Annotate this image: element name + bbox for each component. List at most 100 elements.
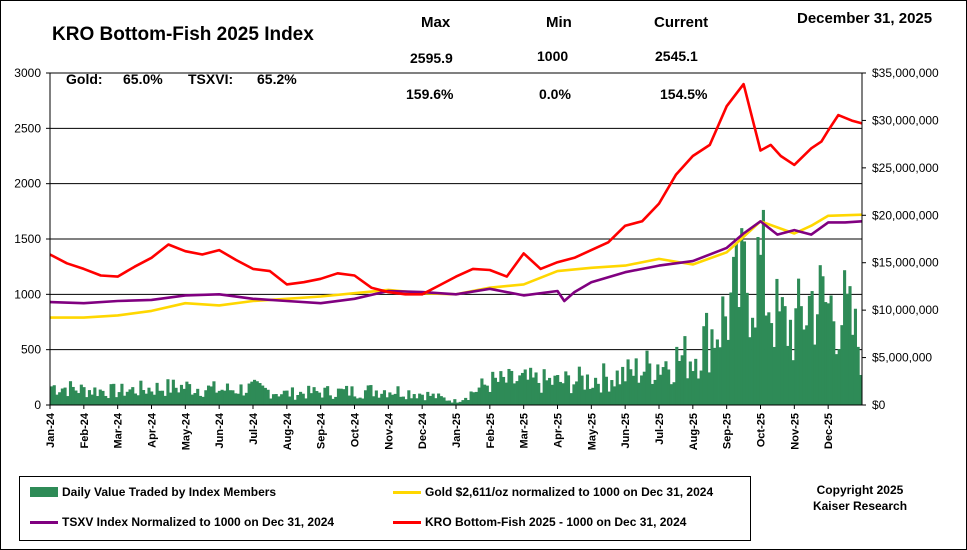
volume-bar <box>778 311 782 405</box>
volume-bar <box>182 388 186 405</box>
volume-bar <box>355 398 359 405</box>
max-value: 2595.9 <box>410 50 453 66</box>
x-tick-label: Aug-24 <box>282 412 294 450</box>
volume-bar <box>648 363 652 405</box>
volume-bar <box>713 347 717 405</box>
x-tick-label: Sep-25 <box>722 413 734 449</box>
volume-bar <box>104 395 108 405</box>
current-value: 2545.1 <box>655 48 698 64</box>
x-tick-label: Nov-25 <box>789 413 801 450</box>
volume-bar <box>464 397 468 405</box>
x-tick-label: Oct-24 <box>350 412 362 447</box>
volume-bar <box>456 402 460 405</box>
volume-bar <box>767 312 771 405</box>
volume-bar <box>507 368 511 405</box>
volume-bar <box>71 386 75 405</box>
volume-bar <box>780 297 784 405</box>
volume-bar <box>542 369 546 405</box>
volume-bar <box>810 291 814 405</box>
volume-bar <box>686 378 690 405</box>
volume-bar <box>564 371 568 405</box>
current-pct: 154.5% <box>660 86 708 102</box>
volume-bar <box>732 256 736 405</box>
y-right-tick-label: $25,000,000 <box>872 161 939 175</box>
volume-bar <box>515 381 519 405</box>
volume-bar <box>797 278 801 405</box>
volume-bar <box>239 384 243 405</box>
volume-bar <box>204 390 208 405</box>
volume-bar <box>683 336 687 405</box>
volume-bar <box>407 390 411 405</box>
gold-perf-label: Gold: <box>66 71 103 87</box>
y-right-tick-label: $10,000,000 <box>872 303 939 317</box>
tsxv-line <box>49 220 863 305</box>
volume-bar <box>334 396 338 405</box>
volume-bar <box>691 371 695 405</box>
x-tick-label: Jul-24 <box>248 412 260 445</box>
volume-bar <box>350 386 354 405</box>
copyright-line2: Kaiser Research <box>812 499 908 513</box>
volume-bar <box>163 395 167 405</box>
volume-bar <box>759 254 763 405</box>
volume-bar <box>160 390 165 405</box>
x-tick-label: Nov-24 <box>383 412 395 450</box>
volume-bar <box>472 392 476 405</box>
volume-bar <box>694 358 698 405</box>
x-tick-label: Jan-24 <box>45 412 57 448</box>
volume-bar <box>166 379 170 405</box>
volume-bar <box>426 391 430 405</box>
volume-bar <box>247 383 251 405</box>
volume-bar <box>799 306 803 405</box>
volume-bar <box>345 385 349 405</box>
volume-bar <box>645 350 649 405</box>
volume-bar <box>50 386 54 405</box>
volume-bar <box>529 367 533 405</box>
volume-bar <box>206 385 211 405</box>
volume-bar <box>626 359 630 405</box>
x-tick-label: Jul-25 <box>654 413 666 445</box>
volume-bar <box>520 372 525 405</box>
x-tick-label: Aug-25 <box>688 413 700 450</box>
volume-bar <box>788 319 793 405</box>
volume-bar <box>358 397 362 405</box>
volume-bar <box>415 398 419 405</box>
volume-bar <box>396 386 400 405</box>
volume-bar <box>556 375 560 405</box>
volume-bar <box>675 346 679 405</box>
volume-bar <box>653 379 657 405</box>
volume-bar <box>580 375 584 405</box>
chart-date: December 31, 2025 <box>797 10 933 27</box>
volume-bar <box>650 383 654 405</box>
volume-bar <box>723 316 728 405</box>
volume-bar <box>845 293 849 405</box>
volume-bar <box>274 394 278 405</box>
volume-bar <box>483 384 487 405</box>
volume-bar <box>575 381 579 405</box>
volume-bar <box>537 382 541 405</box>
volume-bar <box>437 393 441 405</box>
volume-bar <box>326 386 330 405</box>
volume-bar <box>813 344 817 405</box>
volume-bar <box>147 387 151 405</box>
volume-bar <box>177 392 181 405</box>
volume-bar <box>848 286 852 405</box>
volume-bar <box>271 394 276 405</box>
y-left-tick-label: 2500 <box>14 121 41 135</box>
volume-bar <box>705 312 709 405</box>
x-tick-label: Feb-25 <box>485 413 497 448</box>
volume-bar <box>667 369 671 405</box>
volume-bar <box>640 375 644 405</box>
gold-perf-value: 65.0% <box>123 71 163 87</box>
volume-bar <box>853 308 857 405</box>
volume-bar <box>117 392 121 405</box>
volume-bar <box>729 292 733 405</box>
volume-bar <box>840 325 844 405</box>
volume-bar <box>280 394 284 405</box>
volume-bar <box>169 392 173 405</box>
volume-bar <box>718 347 722 405</box>
volume-bar <box>458 401 462 405</box>
volume-bar <box>837 349 841 405</box>
volume-bar <box>96 396 100 405</box>
volume-bar <box>93 387 97 405</box>
